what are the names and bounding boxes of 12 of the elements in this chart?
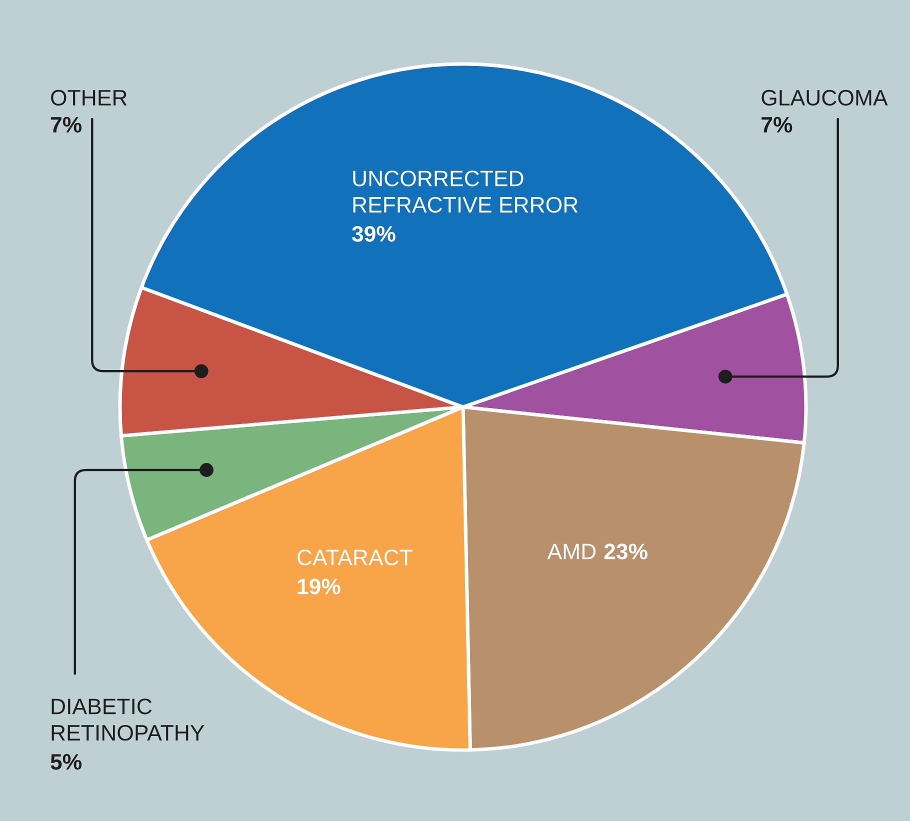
slice-label: AMD — [547, 544, 596, 560]
slice-label: DIABETIC RETINOPATHY — [52, 698, 204, 741]
data-label: 39% — [352, 226, 396, 242]
slice-label: UNCORRECTED REFRACTIVE ERROR — [353, 170, 578, 213]
slice-label: OTHER — [51, 90, 127, 106]
data-label: 5% — [50, 754, 82, 770]
slice-label: GLAUCOMA — [762, 90, 888, 106]
data-label: 7% — [50, 116, 82, 133]
data-label: 7% — [762, 116, 792, 133]
data-label: 23% — [604, 544, 648, 560]
data-label: 19% — [298, 578, 340, 594]
slice-label: CATARACT — [298, 550, 412, 566]
